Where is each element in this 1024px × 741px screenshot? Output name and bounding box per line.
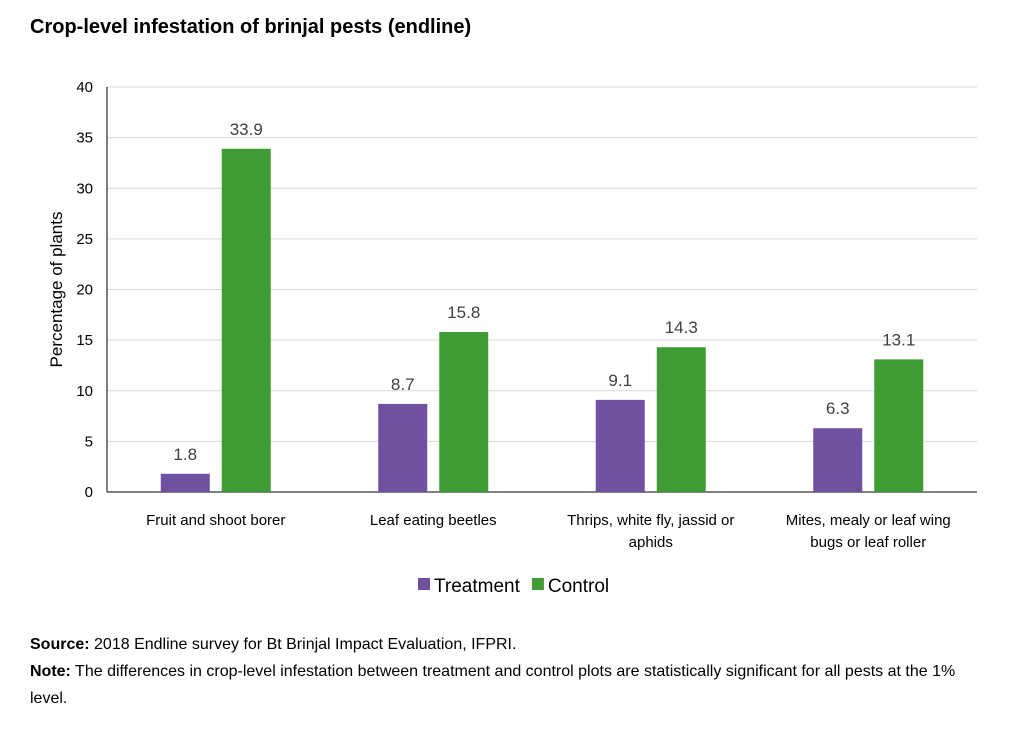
note-label: Note: <box>30 663 71 680</box>
note-text: The differences in crop-level infestatio… <box>30 663 955 707</box>
y-tick-label: 20 <box>76 282 93 299</box>
bar-treatment <box>813 428 862 492</box>
y-tick-label: 35 <box>76 130 93 147</box>
bar-chart: 0 5 10 15 20 25 30 35 40 Percentage of plants 1.8 3… <box>0 0 1024 620</box>
y-tick-label: 10 <box>76 383 93 400</box>
x-tick-label: aphids <box>629 534 673 551</box>
bar-control <box>222 149 271 492</box>
x-tick-label: bugs or leaf roller <box>810 534 926 551</box>
source-line: Source: 2018 Endline survey for Bt Brinj… <box>30 631 990 658</box>
y-axis-title: Percentage of plants <box>47 212 66 368</box>
x-tick-label: Fruit and shoot borer <box>146 512 285 529</box>
y-tick-label: 40 <box>76 79 93 96</box>
bar-control <box>874 359 923 492</box>
data-label: 14.3 <box>665 318 698 337</box>
legend-swatch-control <box>532 578 544 590</box>
x-tick-label: Thrips, white fly, jassid or <box>567 512 734 529</box>
bar-treatment <box>161 474 210 492</box>
y-tick-label: 5 <box>85 433 93 450</box>
bar-control <box>439 332 488 492</box>
y-tick-label: 30 <box>76 180 93 197</box>
data-label: 13.1 <box>882 330 915 349</box>
legend-label-treatment: Treatment <box>434 576 521 597</box>
x-tick-label: Leaf eating beetles <box>370 512 497 529</box>
y-tick-label: 0 <box>85 484 93 501</box>
source-label: Source: <box>30 636 90 653</box>
data-label: 15.8 <box>447 303 480 322</box>
source-text: 2018 Endline survey for Bt Brinjal Impac… <box>90 636 517 653</box>
data-label: 8.7 <box>391 375 415 394</box>
bar-treatment <box>378 404 427 492</box>
legend-label-control: Control <box>548 576 609 597</box>
data-label: 1.8 <box>173 445 197 464</box>
note-line: Note: The differences in crop-level infe… <box>30 658 990 712</box>
bar-control <box>657 347 706 492</box>
y-tick-label: 25 <box>76 231 93 248</box>
data-label: 9.1 <box>608 371 632 390</box>
bar-treatment <box>596 400 645 492</box>
y-tick-label: 15 <box>76 332 93 349</box>
legend-swatch-treatment <box>418 578 430 590</box>
data-label: 33.9 <box>230 120 263 139</box>
chart-notes: Source: 2018 Endline survey for Bt Brinj… <box>30 631 990 712</box>
x-tick-label: Mites, mealy or leaf wing <box>786 512 951 529</box>
data-label: 6.3 <box>826 399 850 418</box>
